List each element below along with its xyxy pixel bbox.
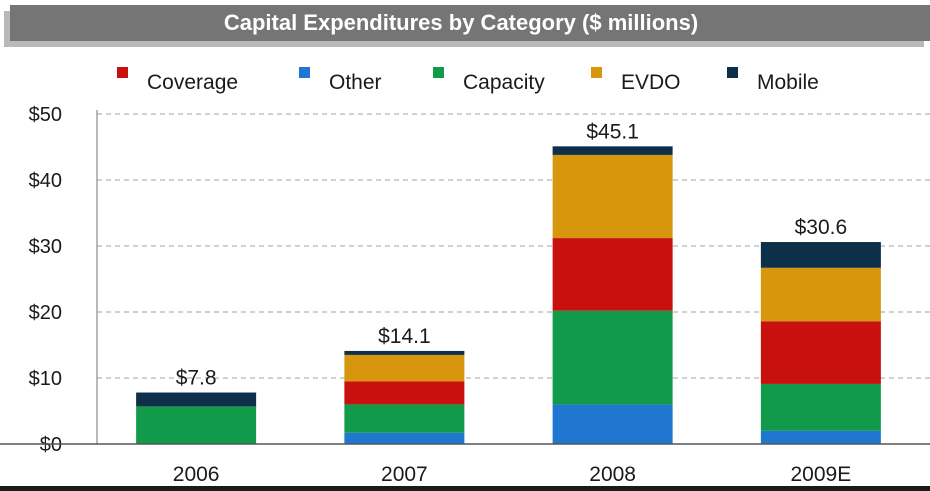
chart-title-bar: Capital Expenditures by Category ($ mill…: [10, 5, 930, 41]
legend-label-evdo: EVDO: [621, 71, 681, 94]
x-category-label: 2008: [589, 463, 636, 486]
legend-label-other: Other: [329, 71, 382, 94]
legend-swatch-capacity: [433, 67, 444, 78]
bar-segment-other: [344, 432, 465, 444]
bar-segment-evdo: [344, 354, 465, 382]
bar-segment-mobile: [552, 146, 673, 155]
bar-segment-capacity: [552, 310, 673, 405]
legend-label-mobile: Mobile: [757, 71, 819, 94]
bar-segment-other: [552, 404, 673, 444]
bar-total-label: $7.8: [176, 367, 217, 390]
y-tick-label: $20: [29, 302, 62, 324]
x-category-label: 2009E: [791, 463, 852, 486]
chart-title: Capital Expenditures by Category ($ mill…: [223, 10, 699, 35]
bar-segment-coverage: [760, 321, 881, 384]
bar-segment-coverage: [344, 381, 465, 405]
x-category-label: 2006: [173, 463, 220, 486]
bar-total-label: $30.6: [795, 216, 848, 239]
bar-segment-coverage: [552, 238, 673, 311]
x-category-label: 2007: [381, 463, 428, 486]
bar-segment-capacity: [136, 406, 257, 444]
legend-swatch-mobile: [727, 67, 738, 78]
bar-segment-capacity: [760, 383, 881, 431]
bar-segment-capacity: [344, 404, 465, 433]
y-tick-label: $10: [29, 368, 62, 390]
bar-segment-mobile: [136, 392, 257, 407]
y-tick-label: $30: [29, 236, 62, 258]
bottom-border: [0, 486, 930, 491]
y-tick-label: $40: [29, 170, 62, 192]
legend-label-coverage: Coverage: [147, 71, 238, 94]
bar-segment-other: [760, 430, 881, 444]
bar-segment-mobile: [344, 350, 465, 355]
legend-swatch-other: [299, 67, 310, 78]
bar-total-label: $14.1: [378, 325, 431, 348]
bar-segment-evdo: [552, 154, 673, 239]
y-tick-label: $0: [40, 434, 62, 456]
bar-segment-mobile: [760, 242, 881, 268]
legend-label-capacity: Capacity: [463, 71, 545, 94]
y-tick-label: $50: [29, 104, 62, 126]
bar-segment-evdo: [760, 267, 881, 322]
legend-swatch-evdo: [591, 67, 602, 78]
bar-total-label: $45.1: [586, 120, 639, 143]
legend-swatch-coverage: [117, 67, 128, 78]
